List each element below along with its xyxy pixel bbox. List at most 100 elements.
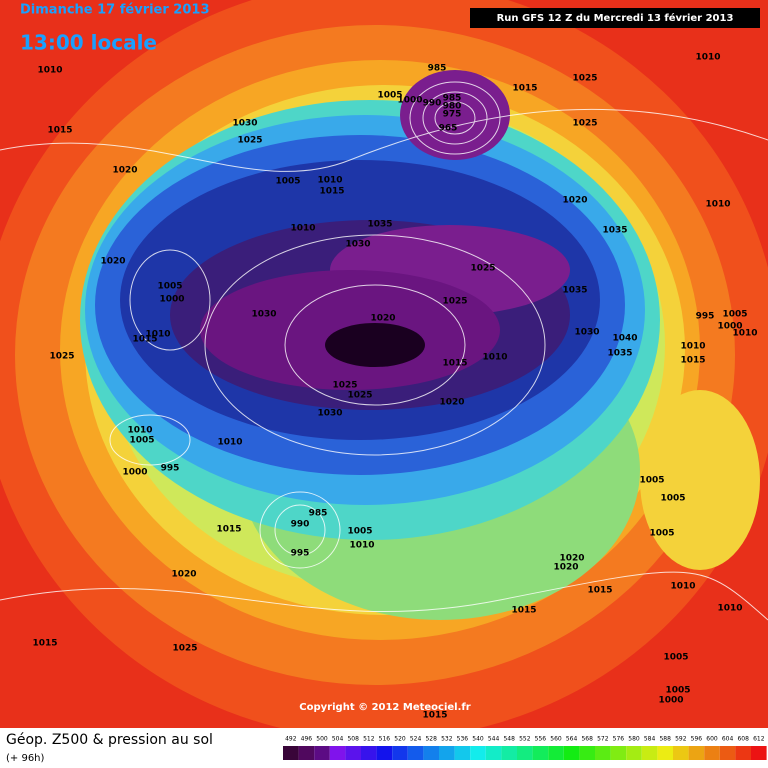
scale-label: 588 <box>659 736 671 743</box>
scale-label: 544 <box>488 736 500 743</box>
isobar-label: 1010 <box>670 582 695 592</box>
isobar-label: 1030 <box>232 119 257 129</box>
isobar-label: 1040 <box>612 334 637 344</box>
isobar-label: 1025 <box>237 136 262 146</box>
scale-swatch <box>407 746 424 760</box>
isobar-label: 1010 <box>705 200 730 210</box>
scale-label: 520 <box>394 736 406 743</box>
footer-title: Géop. Z500 & pression au sol <box>6 732 213 748</box>
scale-swatch <box>329 746 346 760</box>
zone <box>640 390 760 570</box>
isobar-label: 1000 <box>397 96 422 106</box>
isobar-label: 1025 <box>572 74 597 84</box>
scale-swatch <box>345 746 361 760</box>
scale-swatch <box>298 746 315 760</box>
scale-swatch <box>470 746 486 760</box>
isobar-label: 1025 <box>470 264 495 274</box>
scale-swatch <box>532 746 549 760</box>
isobar-label: 1035 <box>602 226 627 236</box>
scale-label: 512 <box>363 736 375 743</box>
isobar-label: 1015 <box>319 187 344 197</box>
scale-swatch <box>704 746 720 760</box>
scale-swatch <box>595 746 611 760</box>
isobar-label: 1010 <box>145 330 170 340</box>
isobar-label: 1000 <box>658 696 683 706</box>
scale-swatch <box>626 746 642 760</box>
scale-label: 600 <box>706 736 718 743</box>
isobar-label: 1005 <box>663 653 688 663</box>
isobar-label: 1020 <box>112 166 137 176</box>
scale-swatch <box>392 746 408 760</box>
isobar-label: 1015 <box>512 84 537 94</box>
isobar-label: 1005 <box>129 436 154 446</box>
isobar-label: 1005 <box>377 91 402 101</box>
isobar-label: 1015 <box>680 356 705 366</box>
scale-label: 564 <box>566 736 578 743</box>
scale-label: 536 <box>457 736 469 743</box>
run: Run GFS 12 Z du Mercredi 13 février 2013 <box>497 12 734 24</box>
scale-swatch <box>735 746 751 760</box>
scale-label: 496 <box>301 736 313 743</box>
isobar-label: 995 <box>291 549 310 559</box>
isobar-label: 1005 <box>275 177 300 187</box>
isobar-label: 1010 <box>482 353 507 363</box>
scale-label: 604 <box>722 736 734 743</box>
scale-label: 596 <box>691 736 703 743</box>
scale-label: 576 <box>613 736 625 743</box>
scale-swatch <box>548 746 564 760</box>
scale-label: 508 <box>347 736 359 743</box>
isobar-label: 1020 <box>559 554 584 564</box>
isobar-label: 985 <box>309 509 328 519</box>
scale-label: 560 <box>550 736 562 743</box>
isobar-label: 1010 <box>37 66 62 76</box>
scale-label: 592 <box>675 736 687 743</box>
isobar-label: 1000 <box>122 468 147 478</box>
scale-label: 572 <box>597 736 609 743</box>
isobar-label: 1005 <box>665 686 690 696</box>
isobar-label: 985 <box>428 64 447 74</box>
scale-label: 608 <box>737 736 749 743</box>
scale-swatch <box>657 746 673 760</box>
isobar-label: 1025 <box>442 297 467 307</box>
isobar-label: 1020 <box>562 196 587 206</box>
scale-swatch <box>563 746 580 760</box>
date: Dimanche 17 février 2013 <box>20 3 210 18</box>
isobar-label: 1015 <box>132 335 157 345</box>
isobar-label: 1005 <box>157 282 182 292</box>
isobar-label: 1010 <box>217 438 242 448</box>
isobar-label: 1025 <box>49 352 74 362</box>
scale-swatch <box>423 746 439 760</box>
isobar-label: 1025 <box>172 644 197 654</box>
scale-swatch <box>361 746 377 760</box>
scale-swatch <box>610 746 627 760</box>
isobar-label: 1025 <box>572 119 597 129</box>
scale-label: 500 <box>316 736 328 743</box>
isobar-label: 980 <box>443 102 462 112</box>
isobar-label: 1010 <box>127 426 152 436</box>
isobar-label: 1025 <box>347 391 372 401</box>
isobars <box>0 81 768 621</box>
scale-label: 532 <box>441 736 453 743</box>
scale-label: 492 <box>285 736 297 743</box>
isobar-label: 1030 <box>251 310 276 320</box>
scale-swatch <box>376 746 393 760</box>
scale-label: 584 <box>644 736 656 743</box>
isobar-label: 1015 <box>216 525 241 535</box>
isobar-label: 1035 <box>607 349 632 359</box>
scale-label: 568 <box>581 736 593 743</box>
isobar-label: 1030 <box>345 240 370 250</box>
isobar-label: 1010 <box>717 604 742 614</box>
isobar-label: 990 <box>423 99 442 109</box>
scale-swatch <box>485 746 502 760</box>
isobar-label: 1010 <box>695 53 720 63</box>
isobar-label: 1035 <box>367 220 392 230</box>
isobar-label: 1005 <box>347 527 372 537</box>
scale-swatch <box>751 746 767 760</box>
scale-label: 548 <box>503 736 515 743</box>
isobar-label: 995 <box>696 312 715 322</box>
isobar-label: 1020 <box>439 398 464 408</box>
isobar-label: 1015 <box>442 359 467 369</box>
isobar-label: 1010 <box>317 176 342 186</box>
